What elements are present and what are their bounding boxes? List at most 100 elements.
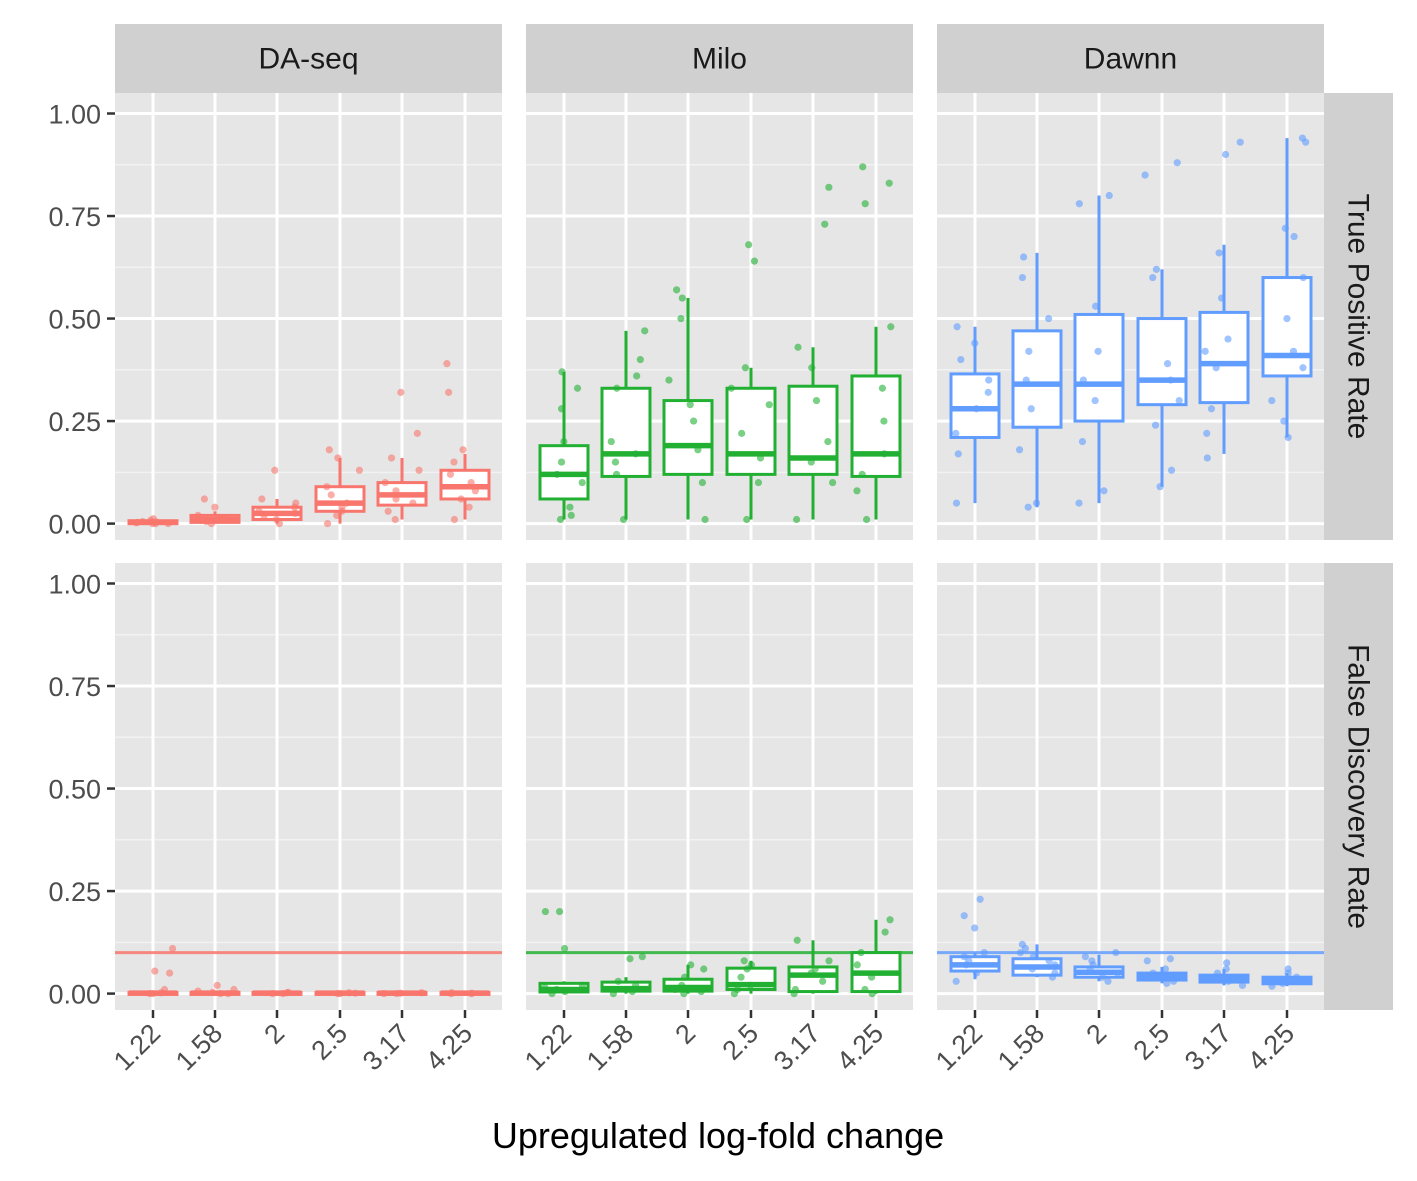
data-point [415,466,423,474]
box-iqr [1198,310,1250,405]
data-point [1298,134,1307,142]
box-2.5 [1136,966,1188,984]
data-point [857,948,865,957]
data-point [1098,973,1107,981]
data-point [807,458,815,466]
data-point [556,515,565,524]
data-point [465,503,473,511]
data-point [555,907,564,916]
data-point [678,981,686,989]
x-tick-label: 1.22 [108,1018,166,1076]
box-iqr [1073,312,1125,423]
data-point [811,965,819,973]
box-2.5 [725,367,777,520]
data-point [323,483,331,491]
data-point [566,503,574,511]
data-point [258,495,266,503]
panel-background [526,93,913,540]
data-point [1268,982,1276,990]
data-point [829,478,837,487]
data-point [611,458,620,466]
y-tick-label: 0.25 [48,407,101,437]
data-point [1091,302,1100,310]
data-point [468,989,476,997]
data-point [381,478,389,487]
data-point [218,515,226,523]
panel-background [937,93,1324,540]
data-point [858,470,866,478]
box-1.58 [600,977,652,994]
y-tick-label: 0.75 [48,202,101,232]
data-point [812,396,821,405]
data-point [380,989,388,998]
box-1.22 [538,371,590,520]
data-point [1022,376,1030,384]
y-tick-label: 0.25 [48,877,101,907]
y-tick-label: 0.00 [48,980,101,1010]
data-point [727,384,735,392]
data-point [952,499,961,507]
data-point [880,417,888,425]
box-4.25 [1261,138,1313,438]
data-point [578,981,586,989]
data-point [200,495,209,503]
data-point [607,437,615,446]
data-point [612,470,621,478]
data-point [1025,347,1033,355]
data-point [971,339,979,347]
data-point [541,907,550,916]
data-point [151,967,159,975]
panel-background [115,93,502,540]
data-point [333,511,341,519]
box-2 [662,298,714,520]
data-point [952,977,960,985]
data-point [984,388,992,396]
data-point [413,429,421,437]
data-point [397,989,405,997]
data-point [338,507,346,515]
y-tick-label: 0.75 [48,672,101,702]
data-point [1167,376,1175,384]
box-iqr [1136,317,1188,407]
data-point [230,985,238,994]
data-point [1088,957,1096,965]
data-point [1280,417,1288,425]
data-point [1105,191,1113,200]
data-point [1203,454,1211,462]
data-point [1293,973,1301,981]
data-point [1018,273,1027,282]
data-point [397,388,405,396]
data-point [1015,446,1024,454]
data-point [1284,433,1292,442]
panel-dawnn-fdr: 1.22 1.58 2 2.5 3.17 4.25 [930,563,1324,1076]
data-point [194,987,202,995]
data-point [557,458,566,466]
data-point [224,989,232,998]
box-2.5 [1136,269,1188,487]
data-point [1094,347,1102,355]
data-point [291,509,299,517]
x-tick-label: 3.17 [1179,1018,1237,1076]
data-point [1221,150,1230,159]
box-iqr [1011,329,1063,429]
x-tick-label: 2.5 [716,1018,764,1066]
data-point [548,989,556,998]
data-point [160,985,169,994]
data-point [387,454,396,462]
strip-da-seq [115,24,502,93]
y-tick-label: 0.50 [48,305,101,335]
data-point [1166,955,1174,963]
box-2.5 [314,457,366,524]
facet-row-strip [1324,93,1393,540]
data-point [292,499,300,507]
data-point [687,961,695,969]
data-point [1224,977,1232,985]
data-point [1167,466,1176,474]
data-point [168,944,177,953]
data-point [1203,429,1211,437]
data-point [334,989,342,998]
x-tick-label: 2.5 [305,1018,353,1066]
data-point [392,487,400,495]
data-point [152,518,161,526]
data-point [1299,364,1307,372]
